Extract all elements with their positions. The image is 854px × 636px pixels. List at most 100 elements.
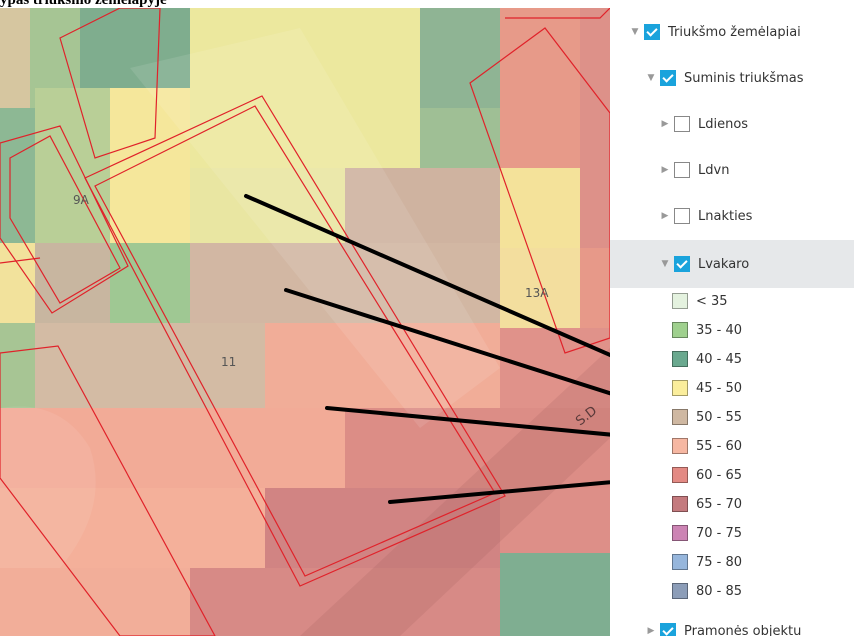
layer-label: Lnakties — [698, 208, 753, 224]
noise-cell — [35, 88, 110, 243]
legend-item: 55 - 60 — [672, 436, 742, 456]
legend-item: 60 - 65 — [672, 465, 742, 485]
building-label-13a: 13A — [525, 286, 549, 300]
noise-cell — [35, 323, 265, 408]
layer-lvakaro[interactable]: ▼ Lvakaro — [610, 240, 854, 288]
legend-swatch — [672, 467, 688, 483]
layer-lnakties[interactable]: ▶ Lnakties — [610, 202, 854, 230]
layer-label: Pramonės objektu — [684, 623, 802, 636]
checkmark-icon — [676, 256, 688, 269]
noise-map-canvas[interactable]: 9A 11 13A S.D — [0, 8, 610, 636]
layer-ldienos[interactable]: ▶ Ldienos — [610, 110, 854, 138]
noise-cell — [0, 108, 35, 243]
legend-item: 70 - 75 — [672, 523, 742, 543]
annotation-lines — [244, 194, 610, 504]
checkmark-icon — [662, 70, 674, 83]
parcel-boundary — [0, 345, 216, 636]
layer-pramones-objektu[interactable]: ▶ Pramonės objektu — [610, 617, 854, 636]
layer-checkbox[interactable] — [674, 162, 690, 178]
legend-swatch — [672, 351, 688, 367]
legend-item: 75 - 80 — [672, 552, 742, 572]
noise-cell — [265, 488, 500, 568]
noise-cell — [420, 108, 500, 168]
legend-label: 35 - 40 — [696, 322, 743, 338]
noise-cell — [0, 323, 35, 408]
noise-cell — [345, 168, 500, 243]
legend-swatch — [672, 322, 688, 338]
legend-item: < 35 — [672, 291, 728, 311]
chevron-right-icon[interactable]: ▶ — [661, 211, 669, 221]
legend-label: < 35 — [696, 293, 728, 309]
legend-item: 80 - 85 — [672, 581, 742, 601]
layer-checkbox[interactable] — [674, 116, 690, 132]
parcel-boundary — [469, 27, 610, 354]
checkmark-icon — [646, 24, 658, 37]
layer-suminis-triuksmas[interactable]: ▼ Suminis triukšmas — [610, 64, 854, 92]
building-label-9a: 9A — [73, 193, 90, 207]
layer-triuksmo-zemelapiai[interactable]: ▼ Triukšmo žemėlapiai — [610, 18, 854, 46]
noise-cell — [80, 8, 190, 88]
chevron-right-icon[interactable]: ▶ — [661, 165, 669, 175]
building-label-11: 11 — [221, 355, 236, 369]
noise-cell — [0, 243, 35, 323]
chevron-down-icon[interactable]: ▼ — [661, 259, 669, 269]
layer-checkbox[interactable] — [674, 208, 690, 224]
legend-item: 50 - 55 — [672, 407, 742, 427]
legend-label: 50 - 55 — [696, 409, 743, 425]
layer-list-panel: ▼ Triukšmo žemėlapiai ▼ Suminis triukšma… — [610, 8, 854, 636]
annotation-line — [284, 288, 610, 396]
legend-label: 75 - 80 — [696, 554, 743, 570]
layer-label: Ldvn — [698, 162, 730, 178]
checkmark-icon — [662, 623, 674, 636]
noise-cell — [190, 568, 500, 636]
legend-label: 80 - 85 — [696, 583, 743, 599]
layer-checkbox[interactable] — [660, 70, 676, 86]
layer-label: Lvakaro — [698, 256, 750, 272]
noise-cell — [190, 8, 420, 168]
noise-cell — [500, 328, 610, 408]
layer-label: Suminis triukšmas — [684, 70, 804, 86]
legend-label: 40 - 45 — [696, 351, 743, 367]
noise-cell — [35, 243, 110, 323]
parcel-boundary — [505, 8, 610, 19]
layer-label: Triukšmo žemėlapiai — [668, 24, 801, 40]
legend-label: 55 - 60 — [696, 438, 743, 454]
annotation-line — [388, 480, 610, 504]
legend-swatch — [672, 525, 688, 541]
legend-swatch — [672, 438, 688, 454]
legend-item: 45 - 50 — [672, 378, 742, 398]
chevron-right-icon[interactable]: ▶ — [661, 119, 669, 129]
noise-map[interactable]: 9A 11 13A S.D — [0, 8, 610, 636]
page-heading: ypas triukšmo žemėlapyje — [0, 0, 167, 8]
noise-cell — [580, 8, 610, 248]
parcel-boundary — [59, 8, 161, 159]
layer-ldvn[interactable]: ▶ Ldvn — [610, 156, 854, 184]
parcel-boundary — [84, 95, 506, 587]
annotation-line — [325, 406, 610, 437]
chevron-down-icon[interactable]: ▼ — [647, 73, 655, 83]
legend-item: 65 - 70 — [672, 494, 742, 514]
legend-swatch — [672, 409, 688, 425]
legend-swatch — [672, 380, 688, 396]
legend-label: 45 - 50 — [696, 380, 743, 396]
layer-checkbox[interactable] — [674, 256, 690, 272]
legend-swatch — [672, 554, 688, 570]
parcel-boundary — [9, 135, 121, 304]
legend-swatch — [672, 583, 688, 599]
noise-cell — [110, 88, 190, 243]
annotation-line — [244, 194, 610, 358]
layer-checkbox[interactable] — [644, 24, 660, 40]
noise-cell — [500, 168, 580, 248]
noise-cell — [0, 8, 30, 108]
road-overlay — [300, 348, 610, 636]
noise-cell — [265, 323, 500, 408]
noise-cell — [500, 553, 610, 636]
chevron-right-icon[interactable]: ▶ — [647, 626, 655, 636]
legend-label: 60 - 65 — [696, 467, 743, 483]
parcel-boundary — [0, 125, 129, 314]
chevron-down-icon[interactable]: ▼ — [631, 27, 639, 37]
layer-checkbox[interactable] — [660, 623, 676, 636]
noise-cell — [580, 248, 610, 328]
legend-swatch — [672, 496, 688, 512]
legend-item: 35 - 40 — [672, 320, 742, 340]
